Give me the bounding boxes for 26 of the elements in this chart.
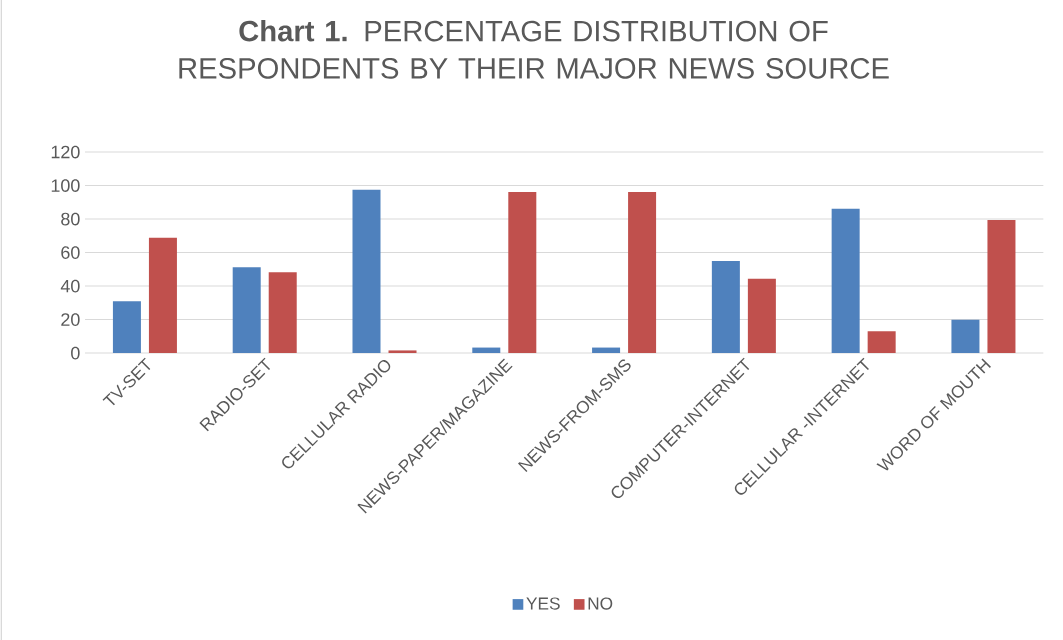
bar — [951, 319, 980, 353]
y-tick-label: 120 — [51, 145, 80, 159]
bar — [867, 331, 896, 353]
y-tick-label: 20 — [61, 313, 80, 326]
y-tick-label: 60 — [61, 246, 80, 259]
bar — [352, 189, 381, 353]
bar — [388, 350, 417, 353]
y-tick-label: 100 — [51, 179, 80, 192]
legend-label: YES — [526, 597, 560, 610]
bar — [628, 191, 657, 353]
chart-title: Chart 1. PERCENTAGE DISTRIBUTION OF RESPONDENTS BY THEIR MAJOR NEWS SOURCE — [179, 19, 889, 79]
legend-label: NO — [588, 597, 613, 610]
bar — [268, 272, 297, 353]
bar — [831, 208, 860, 353]
y-tick-label: 0 — [71, 346, 80, 360]
bar — [148, 237, 177, 353]
bar — [508, 191, 537, 353]
bar — [711, 260, 740, 353]
bar — [232, 267, 261, 353]
y-tick-label: 80 — [61, 212, 80, 226]
bar — [112, 301, 141, 353]
bar — [747, 278, 776, 353]
bar — [987, 219, 1016, 353]
bar — [592, 347, 621, 353]
bar — [472, 347, 501, 353]
y-tick-label: 40 — [60, 279, 80, 293]
